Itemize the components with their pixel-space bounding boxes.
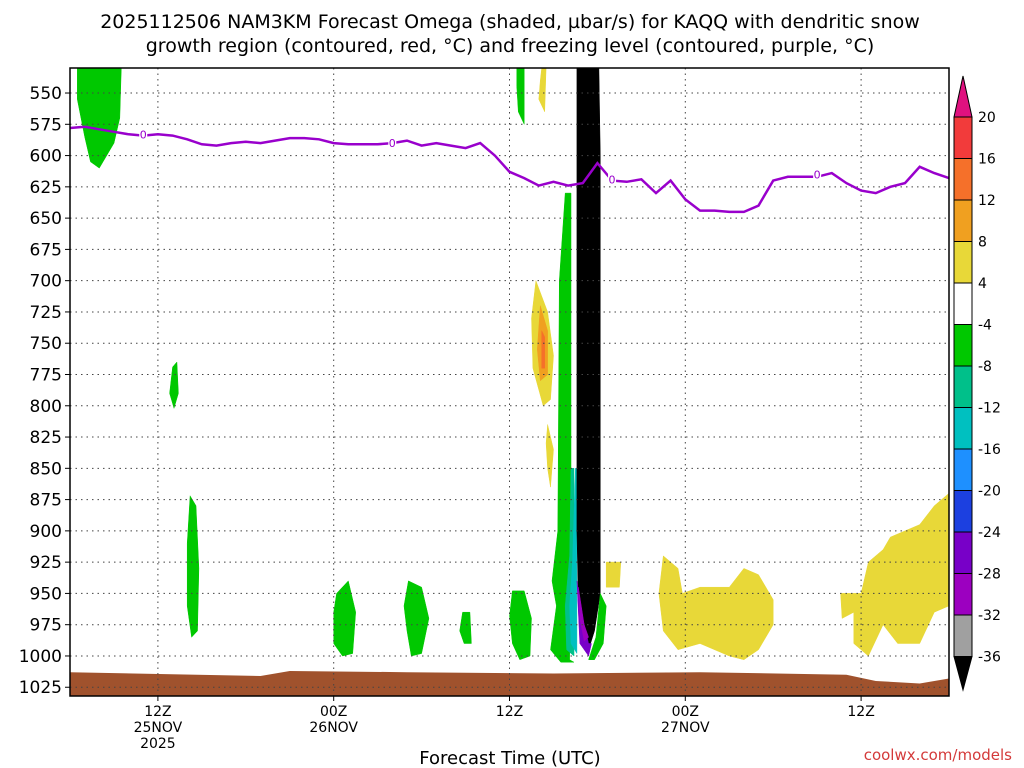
omega-region-13 <box>605 561 622 588</box>
colorbar-label: -8 <box>978 359 992 375</box>
y-axis-ticks: 550 575 600 625 650 675 700 725 750 775 800 825 850 8… <box>19 84 70 698</box>
x-axis-label: Forecast Time (UTC) <box>419 748 600 768</box>
omega-region-8 <box>509 590 532 661</box>
x-tick-label: 12Z <box>847 704 874 720</box>
chart-title-line1: 2025112506 NAM3KM Forecast Omega (shaded… <box>100 11 920 33</box>
omega-region-21 <box>578 587 589 642</box>
x-tick-label: 2025 <box>140 736 176 752</box>
colorbar-label: -32 <box>978 608 1001 624</box>
omega-region-1 <box>516 68 525 125</box>
colorbar-segment <box>953 365 973 408</box>
colorbar-segment <box>953 199 973 242</box>
colorbar-label: -24 <box>978 525 1001 541</box>
y-tick-label: 900 <box>30 522 62 542</box>
x-tick-label: 12Z <box>496 704 523 720</box>
x-tick-label: 00Z <box>672 704 699 720</box>
colorbar-label: 16 <box>978 152 996 168</box>
freezing-level-label: 0 <box>140 128 147 141</box>
colorbar-segment <box>953 116 973 159</box>
x-tick-label: 00Z <box>320 704 347 720</box>
omega-region-12 <box>545 424 554 488</box>
colorbar-label: -20 <box>978 484 1001 500</box>
freezing-level-label-bg <box>139 127 148 140</box>
freezing-level-label: 0 <box>814 168 821 181</box>
x-tick-label: 27NOV <box>661 720 710 736</box>
y-tick-label: 575 <box>30 115 62 135</box>
colorbar-segment <box>953 573 973 616</box>
omega-region-22 <box>588 592 607 660</box>
freezing-level-contour: 0 0 0 0 <box>70 125 949 214</box>
colorbar-segment <box>953 407 973 450</box>
colorbar-segment <box>953 282 973 325</box>
colorbar-label: -4 <box>978 318 992 334</box>
y-tick-label: 950 <box>30 584 62 604</box>
y-tick-label: 850 <box>30 459 62 479</box>
omega-region-4 <box>186 494 200 638</box>
colorbar-label: 20 <box>978 110 996 126</box>
omega-region-11 <box>541 330 545 369</box>
y-tick-label: 725 <box>30 303 62 323</box>
y-tick-label: 1000 <box>19 647 62 667</box>
omega-region-2 <box>538 68 547 112</box>
ground-surface <box>70 671 949 696</box>
y-tick-label: 975 <box>30 616 62 636</box>
gridlines <box>70 68 949 696</box>
colorbar-segment <box>953 614 973 657</box>
colorbar-label: -28 <box>978 567 1001 583</box>
y-tick-label: 600 <box>30 147 62 167</box>
y-tick-label: 825 <box>30 428 62 448</box>
freezing-level-label-bg <box>388 136 397 149</box>
freezing-level-label-bg <box>813 167 822 180</box>
freezing-level-label: 0 <box>609 173 616 186</box>
freezing-level-label: 0 <box>389 137 396 150</box>
y-tick-label: 800 <box>30 397 62 417</box>
y-tick-label: 650 <box>30 209 62 229</box>
y-tick-label: 550 <box>30 84 62 104</box>
omega-region-14 <box>658 555 774 660</box>
chart-title-line2: growth region (contoured, red, °C) and f… <box>146 35 875 57</box>
colorbar: 20 16 12 8 4 -4 -8 -12 -16 -20 -24 -28 -32 -36 <box>953 75 1001 692</box>
omega-region-6 <box>403 580 430 657</box>
y-tick-label: 875 <box>30 491 62 511</box>
colorbar-label: 12 <box>978 193 996 209</box>
credit-text: coolwx.com/models <box>864 746 1012 764</box>
colorbar-label: 8 <box>978 235 987 251</box>
y-tick-label: 925 <box>30 553 62 573</box>
colorbar-label: 4 <box>978 276 987 292</box>
colorbar-bottom-arrow <box>953 656 973 692</box>
x-tick-label: 26NOV <box>309 720 358 736</box>
colorbar-segment <box>953 158 973 201</box>
colorbar-segment <box>953 448 973 491</box>
colorbar-segment <box>953 241 973 284</box>
colorbar-segment <box>953 531 973 574</box>
y-tick-label: 1025 <box>19 678 62 698</box>
y-tick-label: 750 <box>30 334 62 354</box>
omega-region-19 <box>576 68 601 651</box>
omega-region-3 <box>169 361 179 410</box>
omega-region-15 <box>840 492 949 657</box>
omega-region-5 <box>333 580 356 657</box>
colorbar-top-arrow <box>953 75 973 118</box>
y-tick-label: 775 <box>30 365 62 385</box>
y-tick-label: 675 <box>30 240 62 260</box>
omega-region-0 <box>77 68 122 169</box>
y-tick-label: 700 <box>30 272 62 292</box>
colorbar-label: -16 <box>978 442 1001 458</box>
omega-region-7 <box>459 611 472 644</box>
colorbar-label: -12 <box>978 401 1001 417</box>
x-tick-label: 12Z <box>144 704 171 720</box>
colorbar-segment <box>953 324 973 367</box>
plot-area <box>70 68 949 696</box>
freezing-level-label-bg <box>608 172 617 185</box>
freezing-level-line <box>70 125 949 214</box>
colorbar-segment <box>953 490 973 533</box>
y-tick-label: 625 <box>30 178 62 198</box>
x-tick-label: 25NOV <box>134 720 183 736</box>
colorbar-label: -36 <box>978 650 1001 666</box>
